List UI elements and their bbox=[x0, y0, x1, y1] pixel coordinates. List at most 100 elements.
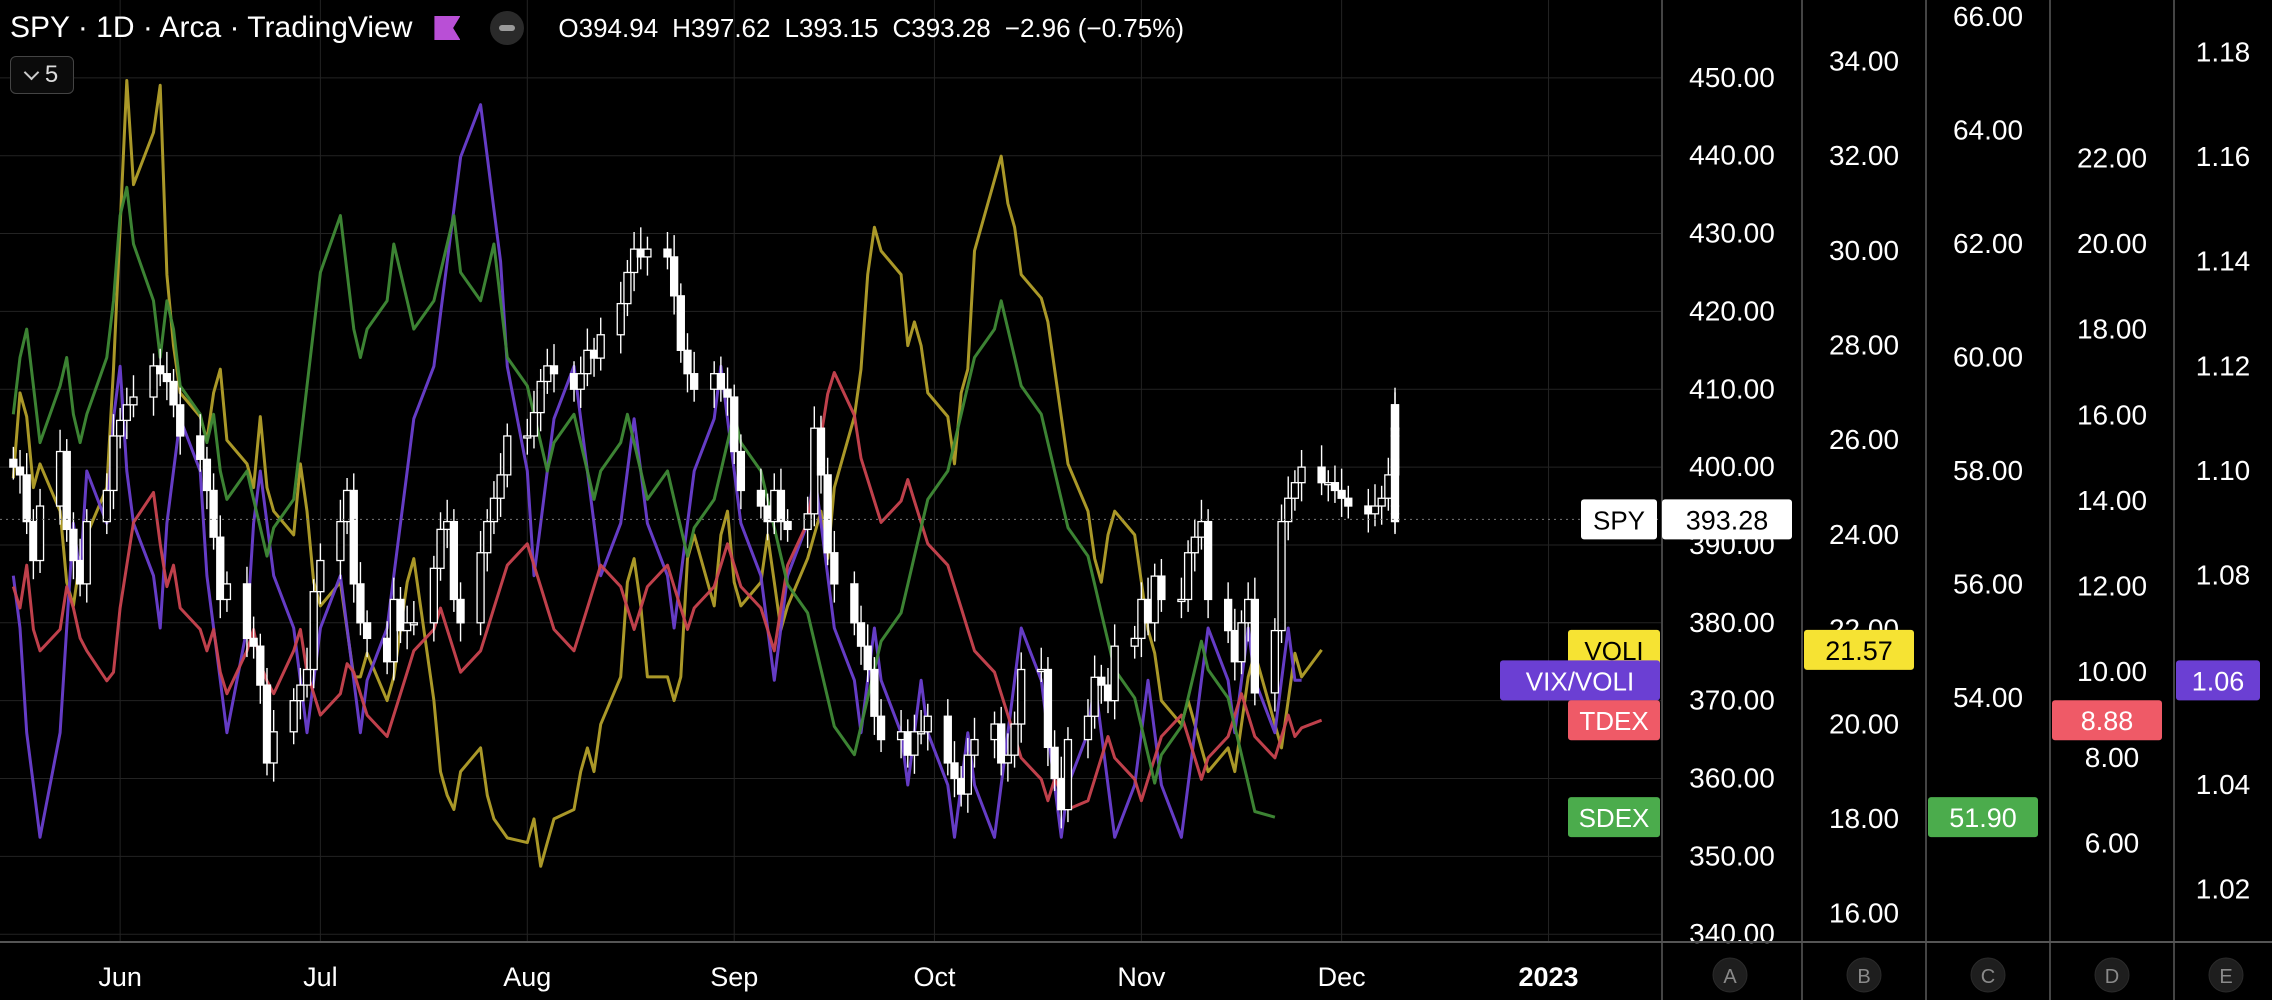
candle-body bbox=[309, 591, 318, 671]
candle bbox=[35, 488, 45, 573]
close-value: C393.28 bbox=[892, 12, 991, 43]
candle bbox=[296, 667, 305, 720]
candle bbox=[690, 351, 699, 402]
scale-button-label: A bbox=[1723, 966, 1737, 988]
scale-button-c[interactable]: C bbox=[1970, 957, 2006, 993]
candle-body bbox=[342, 489, 352, 523]
series-name-tag bbox=[1581, 499, 1657, 540]
candle bbox=[816, 415, 826, 494]
candle-body bbox=[549, 365, 559, 375]
candle-body bbox=[109, 435, 118, 492]
axis-tick-label: 26.00 bbox=[1829, 424, 1899, 455]
time-axis-label: Aug bbox=[503, 962, 551, 992]
candle bbox=[736, 434, 746, 510]
candle-body bbox=[636, 248, 645, 258]
axis-tick-label: 28.00 bbox=[1829, 330, 1899, 361]
candle-body bbox=[963, 754, 972, 795]
candle bbox=[683, 333, 692, 393]
scale-button-e[interactable]: E bbox=[2208, 957, 2244, 993]
axis-tick-label: 22.00 bbox=[2077, 142, 2147, 173]
candle bbox=[356, 562, 365, 636]
candle bbox=[302, 647, 312, 698]
candle bbox=[336, 499, 345, 580]
candle bbox=[623, 260, 632, 317]
candle-body bbox=[382, 637, 392, 663]
indicator-count: 5 bbox=[44, 61, 59, 88]
candle-body bbox=[169, 380, 178, 406]
candle-body bbox=[950, 762, 959, 780]
axis-tick-label: 54.00 bbox=[1953, 682, 2023, 713]
flag-icon[interactable] bbox=[434, 16, 461, 40]
minimize-icon[interactable] bbox=[490, 11, 525, 45]
candle bbox=[349, 473, 358, 603]
scale-button-bg[interactable] bbox=[1970, 957, 2006, 993]
time-axis-label: Jun bbox=[98, 962, 142, 992]
value-tag bbox=[1804, 629, 1914, 670]
candle-body bbox=[249, 637, 258, 647]
axis-tick-label: 16.00 bbox=[2077, 399, 2147, 430]
candle bbox=[823, 457, 832, 566]
scale-button-b[interactable]: B bbox=[1846, 957, 1882, 993]
candle-body bbox=[529, 411, 539, 437]
price-label-spy: SPY 393.28 bbox=[1581, 499, 1792, 540]
scale-button-bg[interactable] bbox=[1846, 957, 1882, 993]
candle-body bbox=[763, 505, 772, 523]
candle-body bbox=[115, 419, 125, 437]
candle bbox=[1097, 664, 1106, 704]
candle-body bbox=[910, 731, 919, 756]
scale-button-bg[interactable] bbox=[1712, 957, 1748, 993]
series-line-tdex bbox=[11, 371, 1323, 811]
candle-body bbox=[1090, 676, 1099, 717]
candle-body bbox=[810, 427, 819, 515]
scale-button-bg[interactable] bbox=[2094, 957, 2130, 993]
axis-tick-label: 18.00 bbox=[2077, 314, 2147, 345]
candle-body bbox=[1223, 598, 1233, 632]
scale-button-d[interactable]: D bbox=[2094, 957, 2130, 993]
candle bbox=[1043, 657, 1053, 767]
axis-tick-label: 58.00 bbox=[1953, 455, 2023, 486]
time-axis-label: Oct bbox=[913, 962, 956, 992]
candle bbox=[409, 601, 418, 636]
axis-tick-label: 340.00 bbox=[1689, 918, 1775, 949]
candle bbox=[456, 582, 465, 642]
candle-body bbox=[1050, 746, 1059, 780]
candle-body bbox=[1037, 668, 1046, 673]
candle-body bbox=[35, 505, 45, 562]
candle-body bbox=[302, 668, 312, 686]
candle-body bbox=[1130, 637, 1139, 647]
candle bbox=[1003, 733, 1013, 782]
candle bbox=[1090, 655, 1099, 729]
axis-tick-label: 1.16 bbox=[2196, 141, 2251, 172]
candle-body bbox=[449, 520, 459, 601]
candle bbox=[1244, 582, 1253, 642]
candle-body bbox=[269, 731, 278, 764]
symbol-title[interactable]: SPY · 1D · Arca · TradingView bbox=[10, 11, 413, 44]
scale-button-bg[interactable] bbox=[2208, 957, 2244, 993]
candle bbox=[429, 555, 439, 642]
candle bbox=[1157, 558, 1166, 612]
candle bbox=[576, 356, 585, 408]
candle-body bbox=[436, 528, 445, 569]
candle-body bbox=[1190, 536, 1199, 554]
axis-tick-label: 14.00 bbox=[2077, 485, 2147, 516]
candle-body bbox=[1097, 676, 1106, 686]
candle bbox=[1324, 470, 1333, 502]
candle bbox=[663, 231, 672, 270]
series-name-text: VIX/VOLI bbox=[1526, 666, 1634, 696]
candle-body bbox=[69, 528, 78, 562]
candle-body bbox=[1337, 489, 1346, 499]
candle-body bbox=[1017, 668, 1026, 725]
axis-tick-label: 1.10 bbox=[2196, 455, 2251, 486]
candle-body bbox=[196, 435, 205, 460]
indicator-collapse-button[interactable]: 5 bbox=[10, 56, 74, 94]
candle-body bbox=[316, 559, 325, 593]
candle-body bbox=[176, 404, 185, 437]
candle bbox=[723, 367, 732, 416]
candle bbox=[62, 439, 71, 542]
axis-tick-label: 32.00 bbox=[1829, 140, 1899, 171]
candle bbox=[756, 468, 766, 519]
candle bbox=[1063, 727, 1073, 823]
candle bbox=[403, 605, 412, 650]
scale-button-a[interactable]: A bbox=[1712, 957, 1748, 993]
